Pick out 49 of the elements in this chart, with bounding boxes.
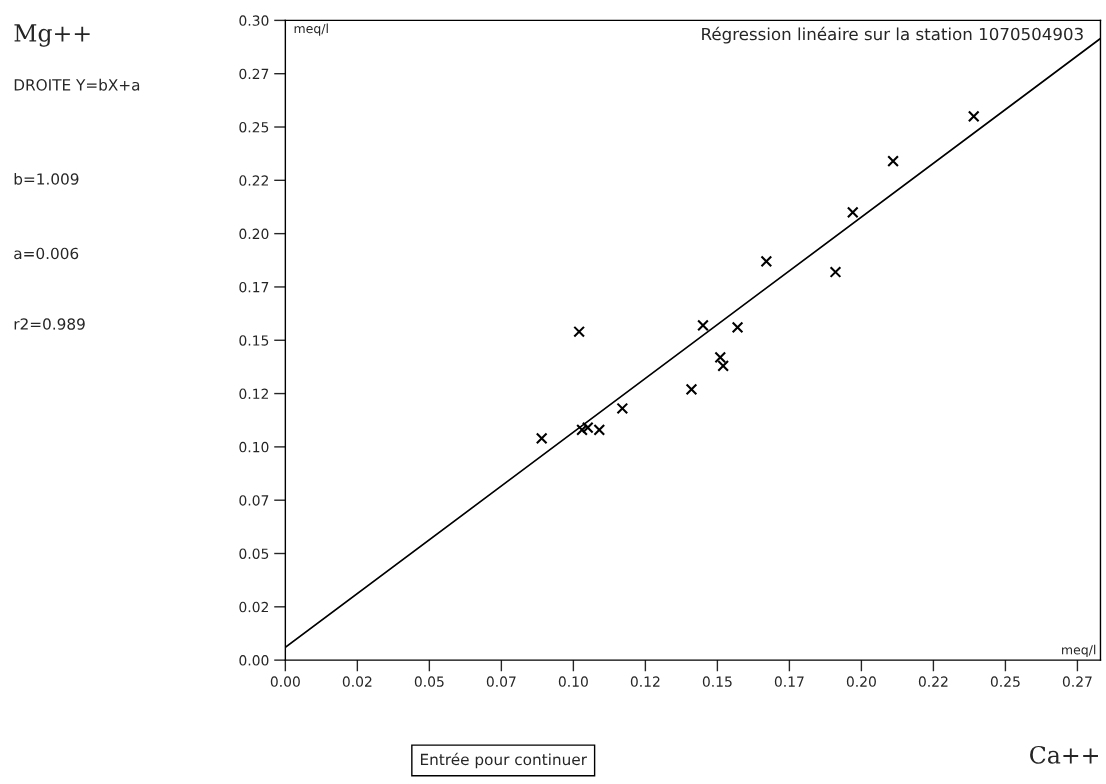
y-tick-label: 0.05	[239, 548, 269, 559]
y-tick-label: 0.27	[239, 68, 269, 80]
y-tick-label: 0.17	[239, 281, 269, 293]
y-tick-label: 0.30	[239, 15, 269, 26]
y-tick-label: 0.12	[239, 388, 268, 400]
y-tick-label: 0.20	[239, 228, 269, 240]
x-tick-label: 0.20	[846, 676, 876, 687]
x-tick-label: 0.22	[918, 676, 948, 687]
y-tick-label: 0.10	[239, 441, 269, 453]
text: b=1.009	[14, 172, 79, 185]
point	[887, 155, 899, 168]
annotation: meq/l	[294, 23, 328, 36]
x-tick-label: 0.12	[630, 676, 660, 687]
y-tick-label: 0.00	[239, 655, 269, 666]
y-tick-label: 0.25	[239, 121, 269, 133]
text: Ca++	[1030, 745, 1098, 764]
point	[576, 423, 588, 436]
x-tick-label: 0.07	[486, 676, 516, 687]
y-tick-label: 0.15	[239, 335, 269, 346]
x-tick-label: 0.02	[342, 676, 372, 687]
x-tick-label: 0.15	[702, 676, 732, 687]
x-tick-label: 0.25	[990, 676, 1020, 687]
x-tick-label: 0.27	[1062, 676, 1092, 687]
y-tick-label: 0.22	[239, 175, 268, 186]
point	[760, 255, 773, 268]
x-tick-label: 0.17	[774, 676, 804, 687]
chart-title: Régression linéaire sur la station 1070504903	[702, 26, 1083, 44]
point	[616, 402, 629, 415]
point	[573, 325, 586, 338]
point	[967, 110, 980, 123]
point	[829, 266, 842, 278]
point	[535, 432, 548, 445]
point	[846, 206, 859, 219]
x-tick-label: 0.10	[558, 676, 588, 687]
text: Mg++	[14, 24, 90, 47]
annotation: meq/l	[1062, 644, 1096, 657]
text: Entrée pour continuer	[420, 752, 587, 769]
point	[731, 321, 744, 334]
y-tick-label: 0.07	[239, 495, 269, 506]
x-tick-label: 0.05	[414, 676, 444, 687]
y-tick-label: 0.02	[239, 601, 268, 613]
text: a=0.006	[14, 247, 79, 260]
text: r2=0.989	[14, 318, 85, 330]
x-tick-label: 0.00	[270, 676, 300, 687]
text: DROITE Y=bX+a	[14, 78, 140, 91]
point	[697, 319, 709, 332]
point	[714, 351, 727, 364]
point	[685, 383, 698, 396]
point	[717, 359, 730, 372]
